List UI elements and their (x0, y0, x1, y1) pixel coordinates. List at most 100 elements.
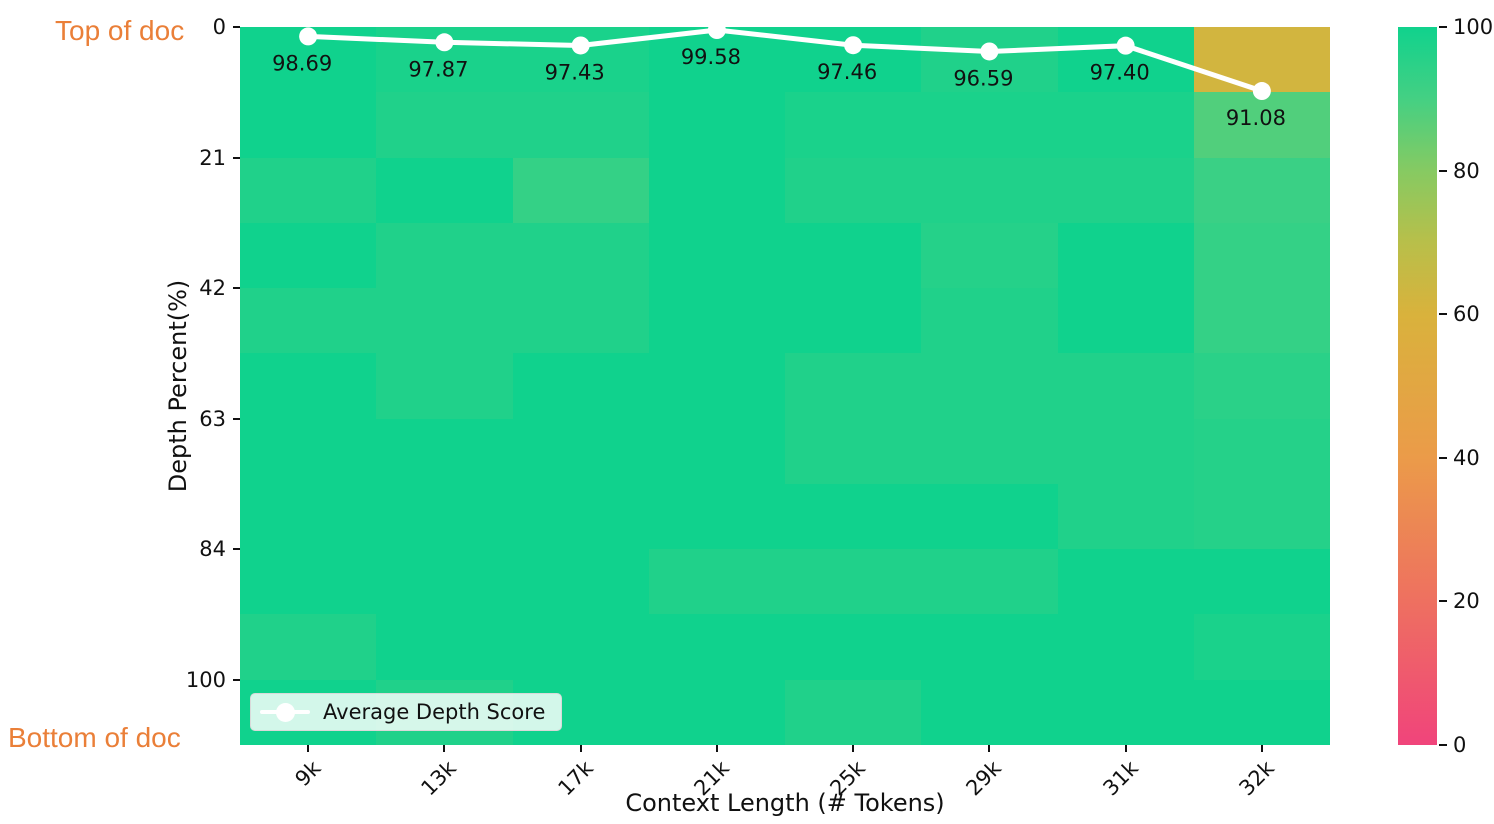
heatmap-cell (785, 679, 922, 745)
heatmap-cell (921, 483, 1058, 550)
colorbar-tick-label: 20 (1453, 589, 1480, 614)
heatmap-cell (648, 614, 785, 680)
heatmap-cell (240, 614, 377, 680)
heatmap-cell (921, 679, 1058, 745)
heatmap-cell (1057, 288, 1194, 354)
heatmap-cell (240, 157, 377, 223)
y-tick-mark (233, 287, 240, 290)
heatmap-cell (1057, 222, 1194, 289)
x-tick-label: 9k (290, 756, 326, 792)
heatmap-cell (512, 549, 649, 615)
x-tick-mark (307, 745, 310, 752)
colorbar-tick-label: 60 (1453, 302, 1480, 327)
heatmap-cell (240, 549, 377, 615)
heatmap-cell (1193, 353, 1330, 419)
heatmap-cell (1057, 92, 1194, 158)
depth-score-value-label: 98.69 (272, 51, 332, 75)
depth-score-point (1116, 36, 1135, 55)
heatmap-cell (785, 222, 922, 289)
heatmap-cell (512, 288, 649, 354)
x-tick-mark (1260, 745, 1263, 752)
heatmap-cell (785, 549, 922, 615)
colorbar-tick-mark (1439, 26, 1447, 28)
depth-score-point (571, 36, 590, 55)
colorbar-tick-mark (1439, 456, 1447, 459)
average-depth-score-line-layer: 98.69 97.87 97.43 99.58 97.46 96.59 97.40 91.08 (272, 27, 1286, 130)
heatmap-cell (1193, 27, 1330, 93)
heatmap-cell (240, 353, 377, 419)
x-tick-mark (579, 745, 582, 752)
heatmap-cell (376, 483, 513, 550)
heatmap-cell (785, 418, 922, 484)
heatmap-cell (921, 418, 1058, 484)
colorbar-tick-label: 0 (1453, 733, 1467, 757)
heatmap-cell (240, 92, 377, 158)
heatmap-cell (648, 418, 785, 484)
heatmap-cell (1193, 222, 1330, 289)
plot-area: 98.69 97.87 97.43 99.58 97.46 96.59 97.40 91.08… (240, 27, 1330, 745)
colorbar-tick-mark (1439, 600, 1447, 603)
heatmap-cell (376, 92, 513, 158)
heatmap-cell (785, 353, 922, 419)
x-tick-label: 17k (553, 756, 598, 801)
heatmap-cell (921, 353, 1058, 419)
x-tick-label: 32k (1234, 756, 1279, 801)
heatmap-cell (921, 288, 1058, 354)
depth-score-point (980, 42, 999, 61)
heatmap-cell (785, 157, 922, 223)
y-tick-mark (233, 26, 240, 28)
heatmap-cell (1057, 483, 1194, 550)
depth-score-value-label: 99.58 (681, 45, 741, 69)
x-tick-label: 29k (961, 756, 1007, 801)
heatmap-cell (240, 418, 377, 484)
heatmap-cell (921, 614, 1058, 680)
y-tick-label: 21 (199, 145, 226, 170)
heatmap-cell (1193, 157, 1330, 223)
x-tick-mark (1124, 745, 1127, 752)
heatmap-cell (921, 222, 1058, 289)
heatmap-cell (1057, 418, 1194, 484)
colorbar-tick-label: 100 (1453, 15, 1494, 39)
heatmap-cell (648, 92, 785, 158)
depth-score-value-label: 96.59 (953, 66, 1013, 90)
line-marker-icon (260, 702, 310, 722)
heatmap-cell (1193, 614, 1330, 680)
heatmap-cell (512, 353, 649, 419)
depth-score-value-label: 97.87 (408, 57, 468, 81)
y-tick-label: 63 (199, 406, 226, 431)
top-of-doc-label: Top of doc (55, 15, 185, 46)
heatmap-cell (785, 483, 922, 550)
heatmap-cell (240, 483, 377, 550)
heatmap-cell (376, 614, 513, 680)
depth-score-point (707, 27, 726, 40)
heatmap-cell (648, 549, 785, 615)
colorbar-tick-mark (1439, 169, 1447, 172)
heatmap-cell (376, 288, 513, 354)
y-tick-label: 100 (185, 667, 226, 692)
legend-label: Average Depth Score (323, 700, 546, 724)
heatmap-cell (921, 549, 1058, 615)
heatmap-cell (512, 92, 649, 158)
heatmap-cell (785, 288, 922, 354)
bottom-of-doc-label: Bottom of doc (8, 722, 181, 753)
heatmap-cell (1057, 157, 1194, 223)
colorbar-tick-label: 80 (1453, 158, 1480, 183)
depth-score-line (305, 27, 1265, 94)
heatmap-cell (1193, 549, 1330, 615)
heatmap-cell (512, 418, 649, 484)
depth-score-point (844, 36, 863, 55)
x-tick-mark (988, 745, 991, 752)
heatmap-cell (376, 353, 513, 419)
heatmap-cell (376, 157, 513, 223)
heatmap-grid (240, 27, 1330, 745)
y-tick-mark (233, 156, 240, 159)
heatmap-cell (512, 157, 649, 223)
heatmap-cell (512, 483, 649, 550)
x-tick-mark (443, 745, 446, 752)
heatmap-cell (648, 288, 785, 354)
colorbar-tick-label: 40 (1453, 445, 1480, 470)
y-tick-mark (233, 417, 240, 420)
heatmap-cell (376, 222, 513, 289)
legend: Average Depth Score (250, 693, 563, 731)
